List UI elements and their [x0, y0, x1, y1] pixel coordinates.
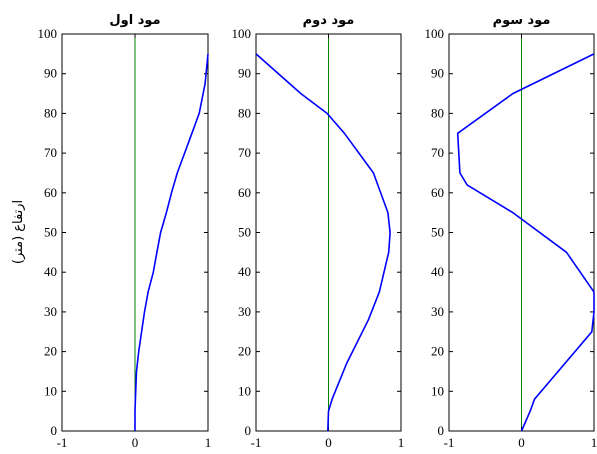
panel-1-y-tick-label: 10 [44, 383, 57, 398]
panel-1-y-tick-label: 70 [44, 145, 57, 160]
panel-1-y-tick-label: 40 [44, 264, 57, 279]
panel-2-y-tick-label: 90 [238, 66, 251, 81]
panel-2-y-tick-label: 50 [238, 225, 251, 240]
panel-2-y-tick-label: 70 [238, 145, 251, 160]
panel-3-y-tick-label: 50 [431, 225, 444, 240]
panel-2-y-tick-label: 100 [232, 26, 252, 41]
panel-2-x-tick-label: -1 [251, 435, 262, 450]
panel-3-y-tick-label: 0 [438, 423, 445, 438]
panel-3-x-tick-label: 0 [518, 435, 525, 450]
panel-3-x-tick-label: -1 [444, 435, 455, 450]
panel-1-title: مود اول [109, 13, 160, 28]
panel-1-x-tick-label: -1 [57, 435, 68, 450]
panel-3-y-tick-label: 80 [431, 105, 444, 120]
panel-3-y-tick-label: 30 [431, 304, 444, 319]
panel-2-y-tick-label: 30 [238, 304, 251, 319]
panel-2-y-tick-label: 0 [245, 423, 252, 438]
panel-1-y-tick-label: 20 [44, 344, 57, 359]
panel-1-y-tick-label: 0 [51, 423, 58, 438]
panel-2-y-tick-label: 80 [238, 105, 251, 120]
panel-3-mode-shape-line [456, 53, 595, 432]
panel-3-y-tick-label: 70 [431, 145, 444, 160]
panel-3-title: مود سوم [493, 13, 551, 28]
panel-1-y-tick-label: 30 [44, 304, 57, 319]
panel-2-y-tick-label: 20 [238, 344, 251, 359]
panel-3-y-tick-label: 40 [431, 264, 444, 279]
panel-3-x-tick-label: 1 [591, 435, 597, 450]
panel-3-y-tick-label: 10 [431, 383, 444, 398]
panel-1-y-tick-label: 100 [38, 26, 58, 41]
panel-1-x-tick-label: 0 [132, 435, 139, 450]
panel-2-y-tick-label: 60 [238, 185, 251, 200]
panel-1-y-tick-label: 50 [44, 225, 57, 240]
panel-1-mode-shape-line [134, 53, 209, 431]
panel-1-y-tick-label: 80 [44, 105, 57, 120]
panel-1-x-tick-label: 1 [205, 435, 212, 450]
panel-3-y-tick-label: 60 [431, 185, 444, 200]
panel-1-y-tick-label: 60 [44, 185, 57, 200]
panel-2-mode-shape-line [255, 53, 391, 432]
y-axis-label: ارتفاع (متر) [11, 200, 26, 264]
panel-2-title: مود دوم [303, 13, 355, 28]
panel-2-x-tick-label: 0 [325, 435, 332, 450]
panel-3-y-tick-label: 20 [431, 344, 444, 359]
panel-1-y-tick-label: 90 [44, 66, 57, 81]
panel-3-y-tick-label: 100 [425, 26, 445, 41]
panel-2-y-tick-label: 10 [238, 383, 251, 398]
panel-2-x-tick-label: 1 [398, 435, 405, 450]
panel-3-y-tick-label: 90 [431, 66, 444, 81]
panel-2-y-tick-label: 40 [238, 264, 251, 279]
